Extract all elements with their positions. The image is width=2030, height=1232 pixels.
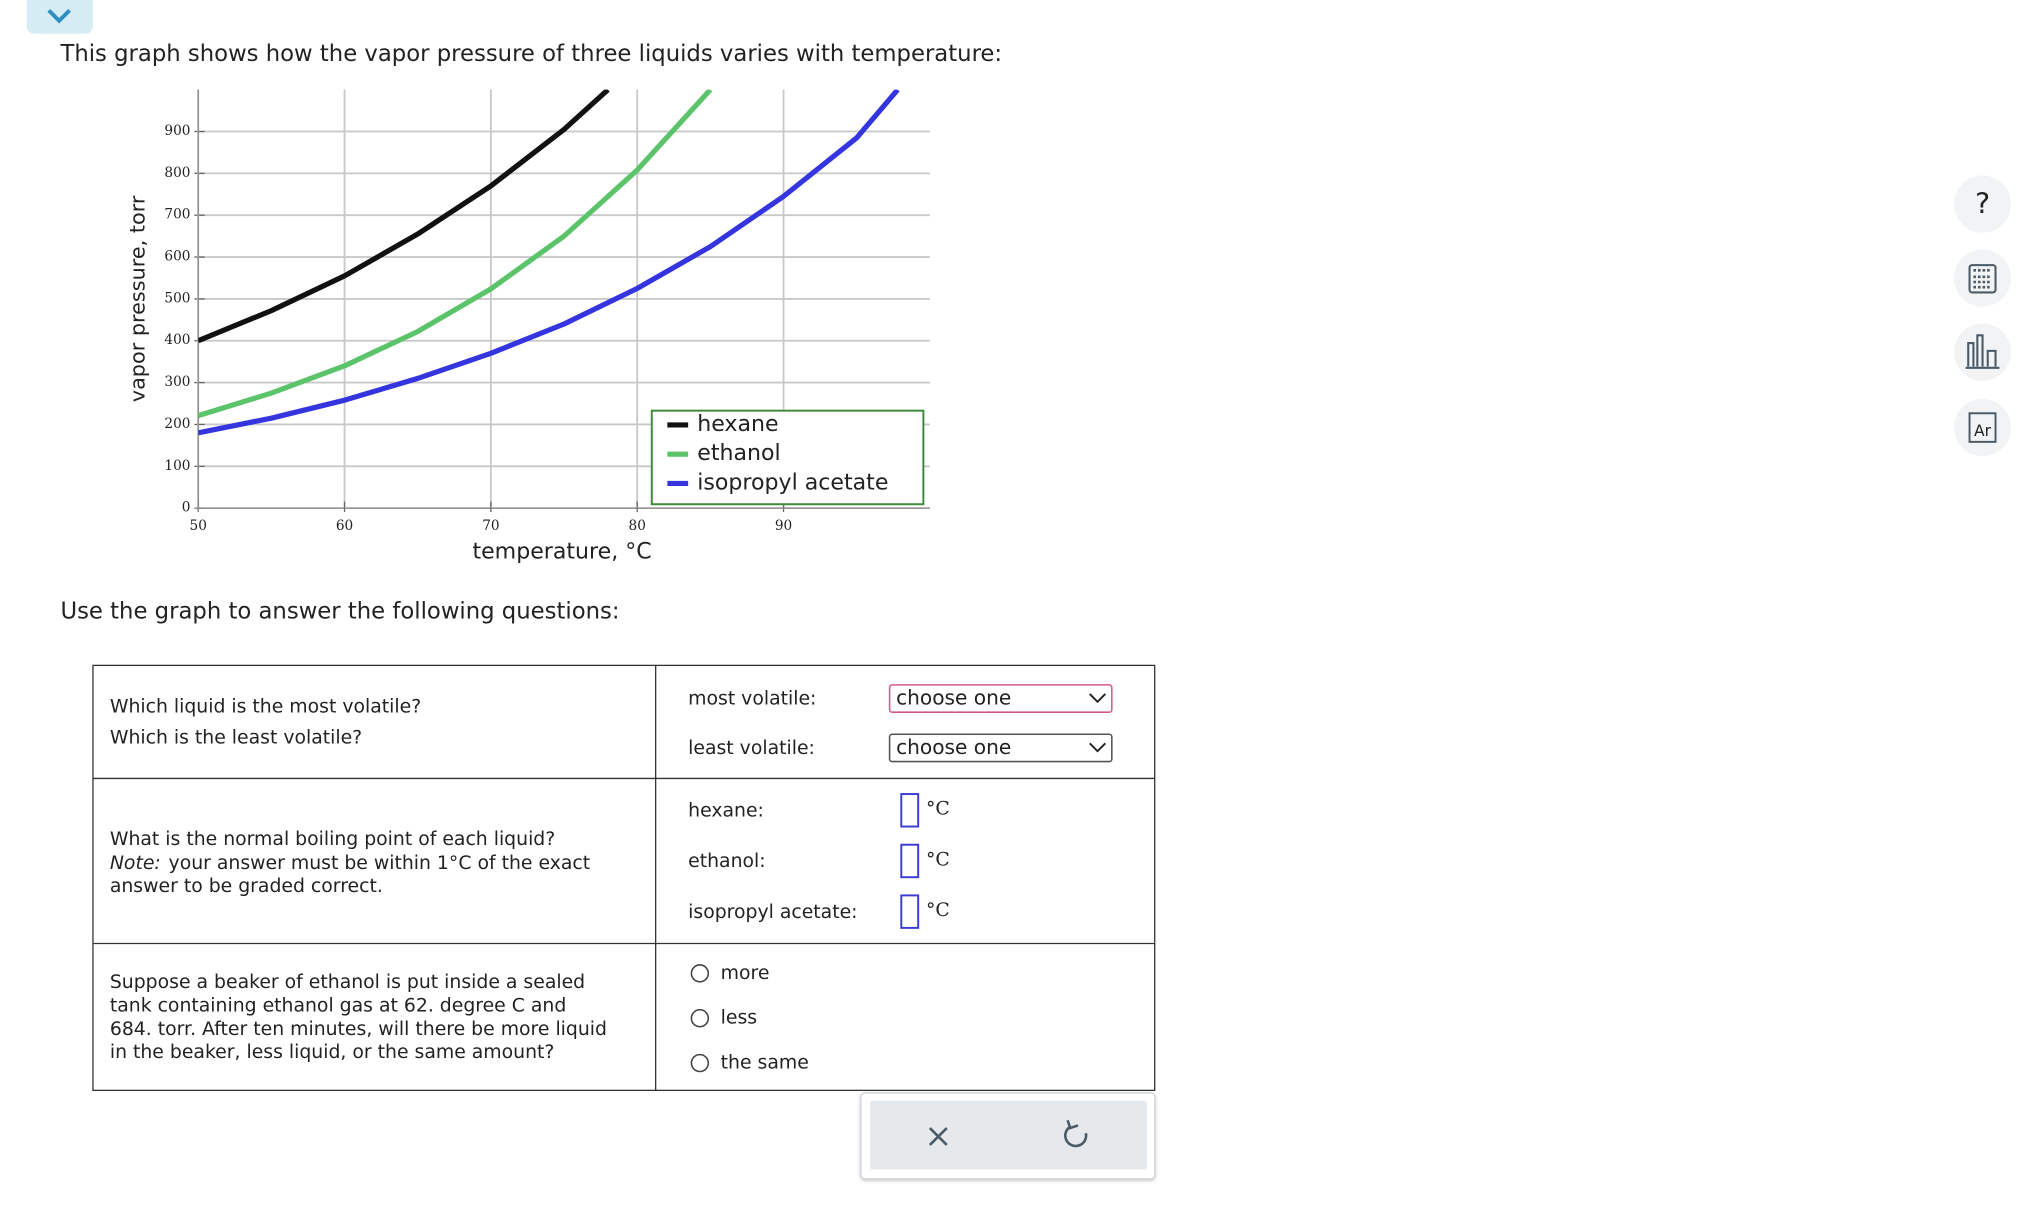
question-text: Which is the least volatile?	[110, 728, 362, 749]
x-tick-label: 50	[190, 518, 207, 534]
y-tick-label: 800	[164, 165, 190, 181]
field-label: hexane:	[688, 800, 764, 821]
y-tick-label: 100	[164, 458, 190, 474]
help-button[interactable]	[1953, 175, 2012, 233]
answer-input[interactable]	[900, 793, 920, 828]
select-chevron	[1089, 742, 1107, 753]
bar-chart-icon	[1965, 334, 2000, 369]
radio-label: the same	[721, 1053, 809, 1074]
y-tick-label: 0	[182, 500, 191, 516]
note-text: your answer must be within 1°C of the ex…	[169, 852, 591, 873]
series-line	[198, 89, 610, 344]
answer-input[interactable]	[900, 843, 920, 879]
field-label: least volatile:	[688, 738, 815, 759]
x-tick-label: 90	[775, 518, 792, 534]
y-tick-label: 200	[164, 416, 190, 432]
x-tick-label: 70	[482, 518, 499, 534]
unit-label: °C	[926, 849, 950, 870]
select-text: choose one	[896, 686, 1011, 710]
unit-label: °C	[926, 900, 950, 921]
question-text: in the beaker, less liquid, or the same …	[110, 1042, 555, 1063]
action-bar-inner	[870, 1100, 1147, 1170]
y-tick-label: 300	[164, 374, 190, 390]
legend-label: ethanol	[697, 440, 780, 466]
radio-label: less	[721, 1008, 757, 1029]
note-label: Note:	[110, 852, 161, 873]
legend-label: isopropyl acetate	[697, 469, 888, 495]
radio-button[interactable]	[690, 964, 710, 983]
instructions-text: Use the graph to answer the following qu…	[60, 599, 619, 625]
y-tick-label: 900	[164, 123, 190, 139]
answer-input[interactable]	[900, 894, 920, 929]
legend-label: hexane	[697, 411, 778, 437]
question-text: What is the normal boiling point of each…	[110, 829, 555, 850]
calculator-keys	[1973, 269, 1992, 289]
series-line	[198, 89, 900, 436]
help-icon: ?	[1975, 186, 1990, 220]
unit-label: °C	[926, 799, 950, 820]
plot-lines	[198, 89, 900, 436]
collapse-button[interactable]	[26, 0, 93, 34]
y-axis-label: vapor pressure, torr	[125, 195, 149, 402]
question-table	[92, 664, 1156, 1091]
calculator-icon	[1968, 264, 1997, 294]
question-text: Which liquid is the most volatile?	[110, 696, 421, 717]
legend-box	[650, 409, 925, 506]
x-tick-label: 80	[629, 518, 646, 534]
chevron-icon	[47, 9, 71, 24]
element-symbol: Ar	[1974, 422, 1992, 440]
select-box[interactable]	[888, 684, 1113, 713]
field-label: ethanol:	[688, 851, 765, 872]
undo-arrow	[1066, 1119, 1079, 1130]
y-tick-label: 500	[164, 290, 190, 306]
intro-text: This graph shows how the vapor pressure …	[59, 41, 1002, 67]
y-tick-label: 400	[164, 332, 190, 348]
element-box	[1968, 412, 1997, 443]
undo-arc	[1064, 1125, 1088, 1148]
series-line	[198, 89, 713, 419]
select-text: choose one	[896, 735, 1011, 759]
radio-button[interactable]	[690, 1008, 710, 1028]
field-label: isopropyl acetate:	[688, 902, 857, 923]
radio-button[interactable]	[690, 1053, 710, 1073]
undo-button[interactable]	[1064, 1119, 1088, 1148]
clear-button[interactable]	[928, 1127, 948, 1146]
select-chevron	[1089, 693, 1107, 704]
note-line: Note: your answer must be within 1°C of t…	[110, 852, 590, 873]
periodic-table-button[interactable]	[1953, 398, 2012, 457]
y-tick-label: 600	[164, 249, 190, 265]
field-label: most volatile:	[688, 689, 816, 710]
question-text: tank containing ethanol gas at 62. degre…	[110, 995, 566, 1016]
question-text: 684. torr. After ten minutes, will there…	[110, 1019, 607, 1040]
x-tick-label: 60	[336, 518, 353, 534]
select-box[interactable]	[888, 733, 1113, 763]
question-text: Suppose a beaker of ethanol is put insid…	[110, 972, 585, 993]
y-tick-label: 700	[164, 207, 190, 223]
radio-label: more	[721, 963, 770, 984]
note-line: answer to be graded correct.	[110, 876, 383, 897]
x-axis-label: temperature, °C	[472, 538, 651, 564]
